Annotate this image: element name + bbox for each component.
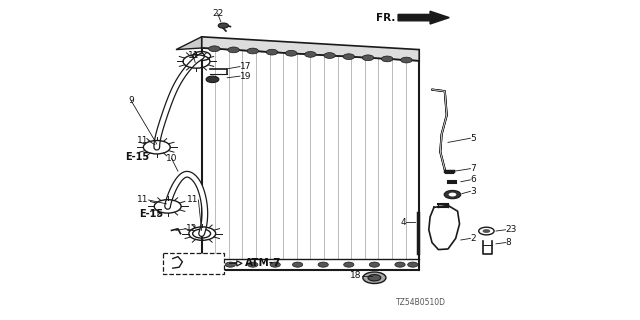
Text: ATM-7: ATM-7 <box>245 258 282 268</box>
Text: 8: 8 <box>506 238 511 247</box>
Circle shape <box>444 190 461 199</box>
Text: 4: 4 <box>401 218 406 227</box>
Text: E-15: E-15 <box>125 152 149 162</box>
Text: 23: 23 <box>506 225 517 234</box>
Circle shape <box>228 47 239 53</box>
Circle shape <box>344 262 354 267</box>
Text: 19: 19 <box>240 72 252 81</box>
Circle shape <box>266 49 278 55</box>
Circle shape <box>324 53 335 59</box>
Text: TZ54B0510D: TZ54B0510D <box>396 298 445 307</box>
Circle shape <box>395 262 405 267</box>
Text: 2: 2 <box>470 234 476 243</box>
Circle shape <box>285 50 297 56</box>
Circle shape <box>483 229 490 233</box>
Text: 5: 5 <box>470 134 476 143</box>
Text: 17: 17 <box>240 62 252 71</box>
Text: 12: 12 <box>186 224 197 233</box>
Text: 9: 9 <box>129 96 134 105</box>
Polygon shape <box>202 37 419 61</box>
Circle shape <box>381 56 393 62</box>
Text: 7: 7 <box>470 164 476 173</box>
Text: 3: 3 <box>470 187 476 196</box>
Circle shape <box>318 262 328 267</box>
Circle shape <box>305 52 316 57</box>
Text: 11: 11 <box>137 136 148 145</box>
Circle shape <box>225 262 236 267</box>
Text: 11: 11 <box>188 52 199 60</box>
Circle shape <box>206 76 219 83</box>
Circle shape <box>247 48 259 54</box>
Text: 22: 22 <box>212 9 223 18</box>
Text: FR.: FR. <box>376 12 395 23</box>
Text: 11: 11 <box>137 196 148 204</box>
Circle shape <box>408 262 418 267</box>
Circle shape <box>270 262 280 267</box>
Text: 11: 11 <box>187 196 198 204</box>
Circle shape <box>248 262 258 267</box>
Text: 10: 10 <box>166 154 177 163</box>
Text: E-15: E-15 <box>140 209 164 220</box>
Circle shape <box>369 262 380 267</box>
Circle shape <box>218 23 228 28</box>
Text: 6: 6 <box>470 175 476 184</box>
Polygon shape <box>398 11 449 24</box>
Circle shape <box>362 55 374 61</box>
Circle shape <box>206 262 216 267</box>
Circle shape <box>343 54 355 60</box>
Circle shape <box>363 272 386 284</box>
Polygon shape <box>429 205 460 250</box>
Polygon shape <box>176 37 202 50</box>
Circle shape <box>209 46 220 52</box>
Circle shape <box>292 262 303 267</box>
Text: 18: 18 <box>350 271 362 280</box>
Circle shape <box>449 193 456 196</box>
Polygon shape <box>229 261 242 266</box>
Bar <box>163 253 224 274</box>
Circle shape <box>368 275 381 281</box>
Circle shape <box>401 57 412 63</box>
